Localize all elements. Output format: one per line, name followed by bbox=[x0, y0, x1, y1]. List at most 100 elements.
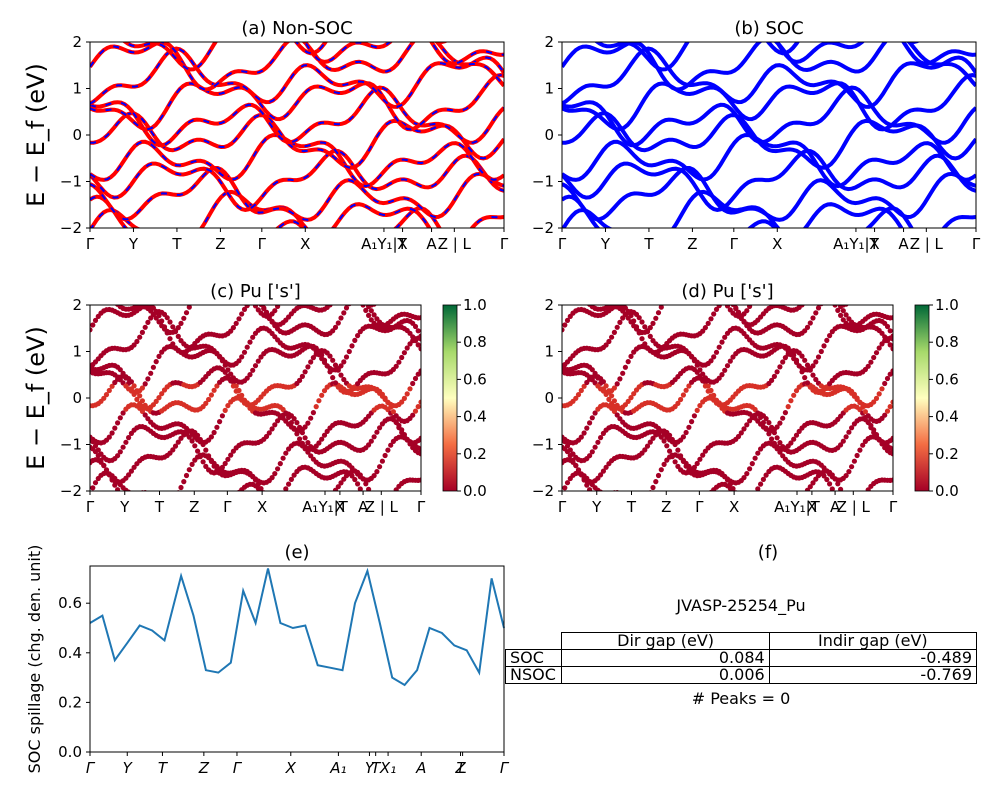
x-tick-label: X₁ bbox=[379, 759, 396, 777]
band-point bbox=[730, 486, 736, 491]
band-point bbox=[750, 517, 755, 522]
band-point bbox=[871, 272, 876, 277]
band-point bbox=[410, 275, 415, 280]
band-point bbox=[98, 269, 103, 274]
band-point bbox=[404, 391, 410, 397]
band-point bbox=[272, 512, 277, 517]
band-point bbox=[183, 310, 190, 316]
band-point bbox=[788, 279, 793, 284]
band-point bbox=[813, 287, 818, 292]
band-point bbox=[890, 451, 893, 457]
band-point bbox=[697, 367, 703, 373]
band-point bbox=[405, 509, 410, 514]
x-tick-label: Γ bbox=[223, 498, 232, 516]
x-tick-label: X bbox=[285, 759, 297, 777]
band-point bbox=[691, 464, 698, 470]
panel-f-title: (f) bbox=[758, 542, 778, 563]
band-point bbox=[412, 408, 419, 414]
band-point bbox=[131, 464, 137, 470]
band-point bbox=[142, 381, 148, 387]
band-point bbox=[868, 425, 874, 431]
colorbar-tick-label: 0.2 bbox=[935, 445, 959, 463]
band-point bbox=[644, 443, 651, 449]
band-point bbox=[388, 280, 393, 285]
band-point bbox=[352, 295, 357, 300]
band-point bbox=[396, 273, 401, 278]
band-point bbox=[302, 435, 308, 441]
x-tick-label: X bbox=[772, 235, 782, 253]
band-point bbox=[96, 286, 101, 291]
x-tick-label: Y bbox=[365, 759, 376, 777]
band-point bbox=[377, 425, 383, 431]
band-dash-line bbox=[90, 207, 441, 228]
band-point bbox=[187, 257, 192, 262]
band-point bbox=[132, 287, 137, 292]
band-point bbox=[349, 279, 354, 284]
band-point bbox=[330, 375, 336, 381]
band-point bbox=[178, 320, 184, 326]
x-tick-label: X bbox=[869, 235, 879, 253]
band-point bbox=[201, 498, 206, 503]
band-point bbox=[145, 376, 151, 382]
band-point bbox=[659, 257, 664, 262]
band-point bbox=[637, 517, 642, 522]
band-point bbox=[656, 260, 661, 265]
band-point bbox=[336, 269, 341, 274]
band-point bbox=[415, 404, 421, 410]
band-point bbox=[769, 273, 774, 278]
band-point bbox=[219, 413, 225, 419]
band-point bbox=[819, 285, 824, 290]
band-point bbox=[840, 438, 846, 444]
band-point bbox=[192, 254, 197, 259]
band-point bbox=[338, 372, 344, 378]
peaks-count: # Peaks = 0 bbox=[691, 689, 791, 708]
band-point bbox=[418, 315, 421, 321]
band-point bbox=[758, 514, 763, 519]
band-point bbox=[645, 494, 650, 499]
band-point bbox=[810, 480, 816, 486]
band-point bbox=[374, 469, 380, 475]
band-point bbox=[418, 274, 423, 279]
band-point bbox=[807, 320, 813, 326]
band-point bbox=[584, 425, 590, 431]
band-point bbox=[802, 357, 808, 363]
band-point bbox=[589, 367, 595, 373]
band-point bbox=[283, 486, 289, 491]
band-point bbox=[283, 516, 288, 521]
band-point bbox=[244, 305, 250, 309]
band-point bbox=[808, 292, 813, 297]
band-point bbox=[175, 333, 181, 339]
band-point bbox=[115, 487, 121, 491]
band-point bbox=[625, 315, 631, 321]
colorbar-tick-label: 0.8 bbox=[463, 333, 487, 351]
x-tick-label: Γ bbox=[972, 235, 981, 253]
band-point bbox=[634, 292, 639, 297]
band-point bbox=[620, 491, 625, 496]
colorbar-tick-label: 1.0 bbox=[935, 296, 959, 314]
band-point bbox=[807, 484, 813, 490]
band-point bbox=[222, 407, 228, 413]
band-point bbox=[201, 286, 206, 291]
band-point bbox=[604, 287, 609, 292]
band-line bbox=[562, 166, 976, 222]
band-point bbox=[119, 490, 122, 491]
band-point bbox=[686, 424, 692, 430]
band-point bbox=[341, 310, 347, 316]
band-point bbox=[299, 373, 305, 379]
band-point bbox=[887, 342, 893, 348]
band-point bbox=[780, 359, 786, 365]
x-tick-label: Γ bbox=[86, 235, 95, 253]
band-point bbox=[835, 307, 841, 313]
band-point bbox=[261, 306, 267, 312]
band-point bbox=[175, 439, 181, 445]
band-point bbox=[598, 472, 604, 478]
band-point bbox=[228, 328, 234, 334]
band-point bbox=[628, 395, 634, 401]
band-point bbox=[804, 362, 811, 368]
band-point bbox=[642, 284, 647, 289]
band-point bbox=[581, 430, 587, 436]
band-point bbox=[888, 275, 893, 280]
band-point bbox=[355, 288, 360, 293]
band-point bbox=[587, 292, 592, 297]
band-point bbox=[766, 420, 772, 426]
